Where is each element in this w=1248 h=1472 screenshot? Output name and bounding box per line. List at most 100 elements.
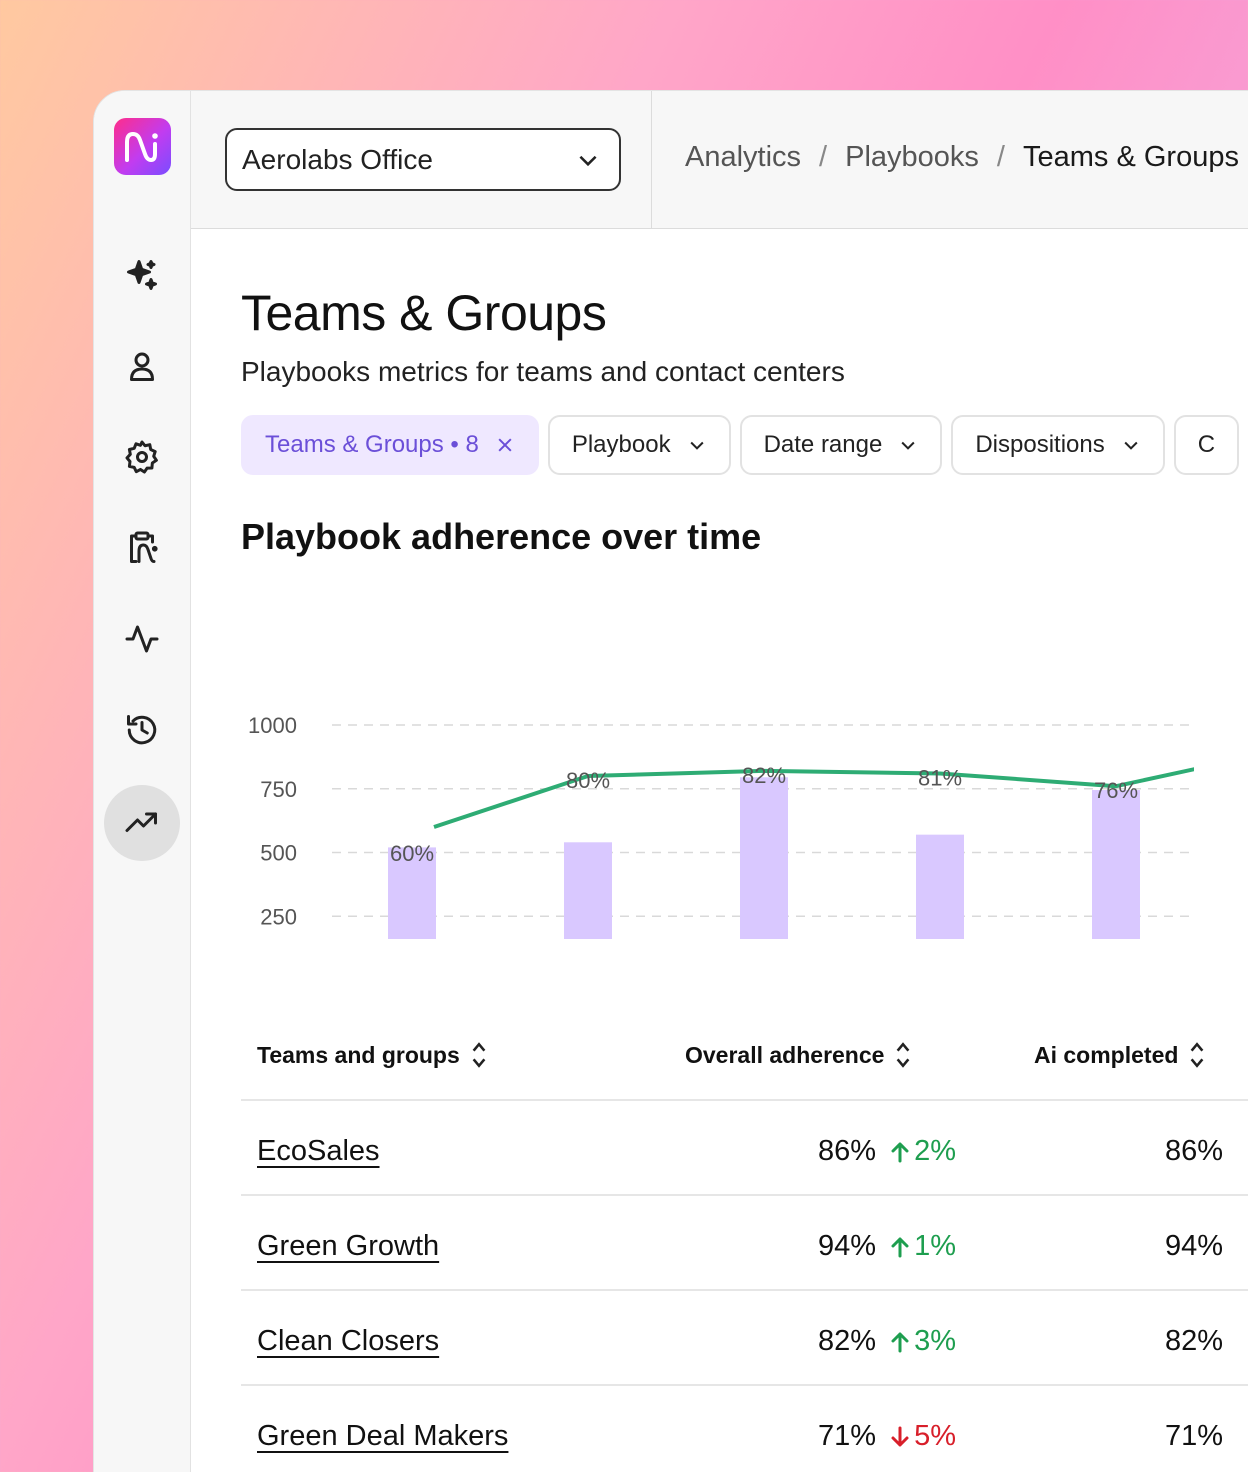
- filter-playbook-label: Playbook: [571, 431, 671, 458]
- adherence-cell: 94% 1%: [818, 1230, 956, 1263]
- team-name-link[interactable]: EcoSales: [257, 1135, 380, 1167]
- user-icon[interactable]: [104, 328, 180, 404]
- data-label: 82%: [742, 763, 786, 788]
- chevron-down-icon: [1124, 441, 1138, 450]
- workspace-label: Aerolabs Office: [242, 143, 433, 175]
- filter-dispositions-label: Dispositions: [975, 431, 1105, 458]
- divider: [651, 91, 652, 229]
- sort-icon: [897, 1042, 910, 1068]
- adherence-value: 71%: [818, 1420, 877, 1452]
- team-name-link[interactable]: Clean Closers: [257, 1325, 440, 1357]
- breadcrumb: Analytics / Playbooks / Teams & Groups: [685, 141, 1239, 174]
- breadcrumb-current: Teams & Groups: [1022, 141, 1239, 173]
- data-label: 60%: [390, 841, 434, 866]
- column-ai-completed[interactable]: Ai completed: [1034, 1041, 1206, 1069]
- y-tick-label: 250: [260, 904, 297, 929]
- bar: [564, 842, 612, 939]
- app-logo[interactable]: [114, 118, 171, 175]
- adherence-cell: 71% 5%: [818, 1420, 956, 1453]
- adherence-cell: 86% 2%: [818, 1135, 956, 1168]
- arrow-up-icon: [891, 1332, 909, 1352]
- adherence-value: 94%: [818, 1230, 877, 1262]
- filter-dispositions[interactable]: Dispositions: [951, 415, 1165, 475]
- sidebar: [94, 91, 191, 1472]
- table-row[interactable]: EcoSales 86% 2% 86%: [241, 1101, 1248, 1196]
- filter-teams-groups-label: Teams & Groups • 8: [265, 431, 479, 458]
- adherence-delta: 1%: [888, 1230, 956, 1263]
- page-subtitle: Playbooks metrics for teams and contact …: [241, 356, 845, 387]
- ai-completed-value: 86%: [1165, 1135, 1224, 1167]
- breadcrumb-separator: /: [819, 141, 828, 173]
- adherence-chart: 02505007501000Mar 2Mar 4Mar 6Mar 8Mar 10…: [248, 713, 1194, 939]
- ai-completed-value: 71%: [1165, 1420, 1224, 1452]
- arrow-up-icon: [891, 1142, 909, 1162]
- chart-title: Playbook adherence over time: [241, 516, 762, 557]
- breadcrumb-analytics[interactable]: Analytics: [685, 141, 802, 173]
- table-header: Teams and groups Overall adherence Ai co…: [241, 1011, 1248, 1101]
- chevron-down-icon: [690, 441, 704, 450]
- filter-date-range-label: Date range: [763, 431, 883, 458]
- column-ai-completed-label: Ai completed: [1034, 1041, 1179, 1068]
- sparkle-icon[interactable]: [104, 237, 180, 313]
- table-row[interactable]: Green Growth 94% 1% 94%: [241, 1196, 1248, 1291]
- clipboard-icon[interactable]: [104, 510, 180, 586]
- logo-mark-icon: [124, 131, 158, 162]
- data-label: 76%: [1094, 778, 1138, 803]
- arrow-down-icon: [891, 1426, 909, 1446]
- chevron-down-icon: [901, 441, 915, 450]
- column-adherence-label: Overall adherence: [685, 1041, 885, 1068]
- history-icon[interactable]: [104, 692, 180, 768]
- table-row[interactable]: Clean Closers 82% 3% 82%: [241, 1291, 1248, 1386]
- app-window: Aerolabs Office Analytics / Playbooks / …: [93, 90, 1248, 1472]
- adherence-cell: 82% 3%: [818, 1325, 956, 1358]
- team-name-link[interactable]: Green Growth: [257, 1230, 440, 1262]
- arrow-up-icon: [891, 1237, 909, 1257]
- filter-bar: Teams & Groups • 8 Playbook Date range D…: [241, 415, 1240, 475]
- ai-completed-value: 94%: [1165, 1230, 1224, 1262]
- filter-playbook[interactable]: Playbook: [547, 415, 731, 475]
- workspace-selector[interactable]: Aerolabs Office: [225, 128, 621, 191]
- bar: [740, 777, 788, 939]
- team-name-link[interactable]: Green Deal Makers: [257, 1420, 509, 1452]
- y-tick-label: 750: [260, 777, 297, 802]
- activity-icon[interactable]: [104, 601, 180, 677]
- filter-teams-groups[interactable]: Teams & Groups • 8: [241, 415, 539, 475]
- filter-more[interactable]: C: [1173, 415, 1240, 475]
- breadcrumb-playbooks[interactable]: Playbooks: [845, 141, 979, 173]
- column-adherence[interactable]: Overall adherence: [685, 1041, 912, 1069]
- ai-completed-value: 82%: [1165, 1325, 1224, 1357]
- bar: [1092, 790, 1140, 939]
- filter-more-label: C: [1197, 431, 1216, 458]
- adherence-delta-value: 2%: [914, 1135, 956, 1167]
- top-bar: Aerolabs Office Analytics / Playbooks / …: [191, 91, 1248, 229]
- chevron-down-icon: [579, 155, 597, 166]
- table-body: EcoSales 86% 2% 86% Green Growth 94% 1% 94% Clea…: [241, 1101, 1248, 1472]
- adherence-delta-value: 3%: [914, 1325, 956, 1357]
- main-content: Teams & Groups Playbooks metrics for tea…: [241, 229, 1248, 1472]
- data-label: 80%: [566, 768, 610, 793]
- adherence-delta-value: 5%: [914, 1420, 956, 1452]
- adherence-value: 86%: [818, 1135, 877, 1167]
- y-tick-label: 500: [260, 841, 297, 866]
- gear-icon[interactable]: [104, 419, 180, 495]
- data-label: 81%: [918, 765, 962, 790]
- adherence-delta: 2%: [888, 1135, 956, 1168]
- y-tick-label: 1000: [248, 713, 297, 738]
- page-title: Teams & Groups: [241, 285, 607, 341]
- teams-table: Teams and groups Overall adherence Ai co…: [241, 1011, 1248, 1472]
- column-teams[interactable]: Teams and groups: [257, 1041, 488, 1069]
- sort-icon: [1191, 1042, 1204, 1068]
- filter-date-range[interactable]: Date range: [739, 415, 943, 475]
- adherence-delta: 3%: [888, 1325, 956, 1358]
- breadcrumb-separator: /: [996, 141, 1005, 173]
- adherence-delta: 5%: [888, 1420, 956, 1453]
- adherence-line: [433, 767, 1194, 829]
- trending-up-icon[interactable]: [104, 785, 180, 861]
- column-teams-label: Teams and groups: [257, 1041, 460, 1068]
- table-row[interactable]: Green Deal Makers 71% 5% 71%: [241, 1386, 1248, 1472]
- close-icon[interactable]: [495, 435, 515, 455]
- bar: [388, 847, 436, 939]
- adherence-delta-value: 1%: [914, 1230, 956, 1262]
- sort-icon: [472, 1042, 486, 1068]
- adherence-value: 82%: [818, 1325, 877, 1357]
